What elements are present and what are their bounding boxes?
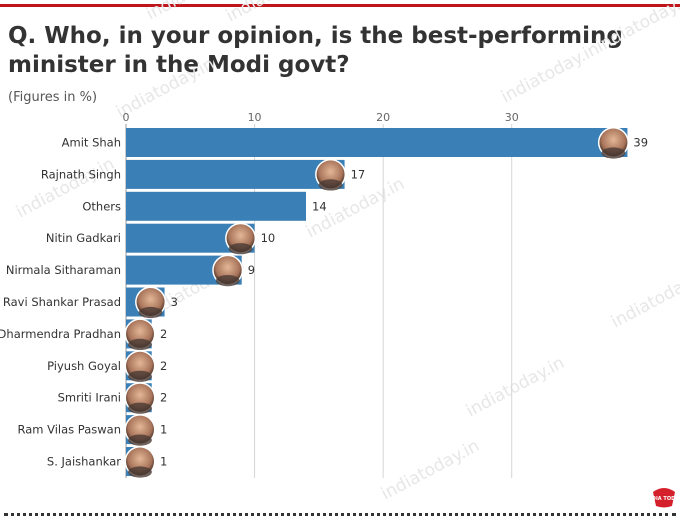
- avatar-shoulders: [138, 306, 163, 319]
- category-label: Ram Vilas Paswan: [17, 423, 121, 437]
- data-label: 9: [248, 263, 255, 277]
- x-tick-label: 0: [123, 111, 130, 124]
- data-label: 39: [633, 136, 648, 150]
- x-tick-label: 30: [505, 111, 519, 124]
- svg-text:INDIA TODAY: INDIA TODAY: [651, 496, 677, 502]
- watermark-text: indiatoday.in: [608, 264, 680, 332]
- avatar-shoulders: [601, 147, 626, 159]
- watermark-text: indiatoday.in: [593, 0, 680, 56]
- data-label: 1: [160, 423, 167, 437]
- category-label: Ravi Shankar Prasad: [3, 295, 121, 309]
- avatar-shoulders: [128, 338, 152, 350]
- avatar-shoulders: [128, 466, 152, 478]
- avatar-shoulders: [128, 370, 152, 382]
- category-label: Nirmala Sitharaman: [6, 263, 121, 277]
- india-today-logo: INDIA TODAY: [651, 488, 677, 508]
- data-label: 2: [160, 327, 167, 341]
- avatar-shoulders: [318, 179, 343, 191]
- category-label: Smriti Irani: [58, 391, 121, 405]
- chart-title: Q. Who, in your opinion, is the best-per…: [8, 23, 623, 78]
- chart-subtitle: (Figures in %): [8, 90, 98, 105]
- data-label: 10: [261, 231, 276, 245]
- data-label: 3: [171, 295, 178, 309]
- top-red-rule: [0, 4, 680, 7]
- avatar-shoulders: [215, 275, 240, 287]
- category-label: Nitin Gadkari: [46, 231, 121, 245]
- avatar-shoulders: [228, 243, 253, 255]
- x-tick-label: 20: [376, 111, 390, 124]
- watermark-text: indiatoday.in: [498, 39, 603, 107]
- category-label: S. Jaishankar: [47, 455, 121, 469]
- data-label: 14: [312, 199, 327, 213]
- watermark-text: indiatoday.in: [378, 436, 483, 504]
- bar: [126, 128, 628, 157]
- category-label: Others: [82, 199, 121, 213]
- category-label: Amit Shah: [62, 136, 121, 150]
- avatar-shoulders: [128, 434, 152, 446]
- category-label: Dharmendra Pradhan: [0, 327, 121, 341]
- data-label: 2: [160, 391, 167, 405]
- avatar-shoulders: [128, 402, 152, 414]
- watermark-text: indiatoday.in: [223, 0, 328, 26]
- category-label: Rajnath Singh: [41, 167, 121, 181]
- bar: [126, 159, 345, 189]
- data-label: 17: [351, 167, 366, 181]
- category-label: Piyush Goyal: [47, 359, 121, 373]
- watermark-text: indiatoday.in: [463, 353, 568, 421]
- bottom-dotted-rule: [4, 513, 676, 516]
- bar: [126, 191, 306, 221]
- data-label: 2: [160, 359, 167, 373]
- data-label: 1: [160, 455, 167, 469]
- x-tick-label: 10: [248, 111, 262, 124]
